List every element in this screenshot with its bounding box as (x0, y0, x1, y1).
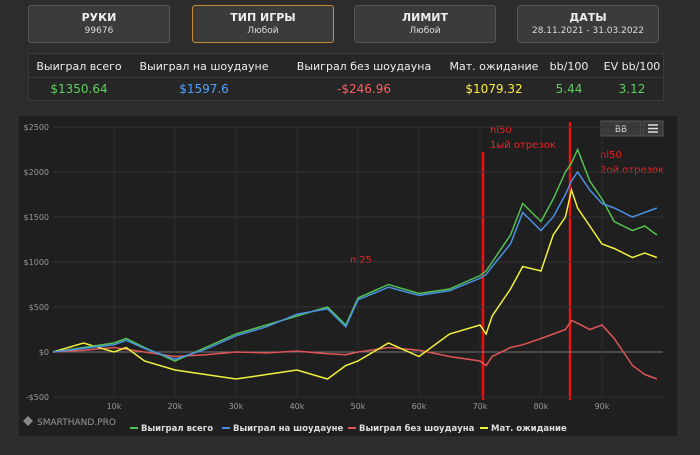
button-title: ДАТЫ (569, 11, 607, 24)
button-title: ЛИМИТ (402, 11, 448, 24)
button-value: 99676 (84, 26, 114, 36)
stat-header: Выиграл на шоудауне (139, 60, 269, 73)
stat-value: $1597.6 (179, 82, 229, 96)
x-tick-label: 40k (290, 402, 305, 411)
stat-header: bb/100 (549, 60, 589, 73)
y-tick-label: $1500 (24, 213, 49, 222)
x-tick-label: 90k (595, 402, 610, 411)
annotation: 2ой отрезок (600, 165, 664, 176)
chart-panel (17, 114, 679, 438)
legend-label: Выиграл без шоудауна (359, 423, 475, 434)
button-title: ТИП ИГРЫ (230, 11, 296, 24)
bb-button[interactable] (600, 120, 642, 137)
button-title: РУКИ (81, 11, 117, 24)
x-tick-label: 20k (168, 402, 183, 411)
stat-header: EV bb/100 (603, 60, 661, 73)
y-tick-label: $2000 (24, 168, 49, 177)
filter-buttons: РУКИ 99676 ТИП ИГРЫ Любой ЛИМИТ Любой ДАТЫ 2… (28, 5, 664, 45)
x-tick-label: 70k (473, 402, 488, 411)
stat-header: Выиграл всего (36, 60, 122, 73)
legend-label: Мат. ожидание (491, 424, 567, 434)
stat-value: -$246.96 (337, 82, 391, 96)
stat-value: $1079.32 (465, 82, 523, 96)
stat-value: 5.44 (555, 82, 583, 96)
y-tick-label: $0 (39, 348, 49, 357)
x-tick-label: 10k (107, 402, 122, 411)
x-tick-label: 60k (412, 402, 427, 411)
game-type-button[interactable]: ТИП ИГРЫ Любой (192, 5, 334, 43)
x-tick-label: 80k (534, 402, 549, 411)
x-tick-label: 30k (229, 402, 244, 411)
annotation: nl50 (600, 150, 622, 161)
limit-button[interactable]: ЛИМИТ Любой (354, 5, 496, 43)
annotation: nl25 (350, 255, 372, 266)
y-tick-label: $2500 (24, 123, 49, 132)
button-value: 28.11.2021 - 31.03.2022 (531, 26, 645, 36)
series-line (52, 319, 658, 380)
y-tick-label: -$500 (26, 393, 49, 402)
button-value: Любой (247, 26, 279, 36)
y-tick-label: $1000 (24, 258, 49, 267)
stat-header: Выиграл без шоудауна (296, 60, 432, 73)
stats-table: Выиграл всего $1350.64 Выиграл на шоудауне… (28, 53, 664, 101)
logo: SMARTHAND.PRO (37, 418, 116, 428)
bb-button-label: BB (615, 125, 627, 135)
x-tick-label: 50k (351, 402, 366, 411)
legend-label: Выиграл всего (141, 424, 213, 434)
series-line (52, 147, 658, 362)
series-line (52, 187, 658, 380)
button-value: Любой (409, 26, 441, 36)
stat-value: $1350.64 (50, 82, 108, 96)
menu-icon (648, 124, 658, 133)
y-tick-label: $500 (29, 303, 49, 312)
stat-header: Мат. ожидание (449, 60, 539, 73)
stat-value: 3.12 (618, 82, 646, 96)
series-line (52, 170, 658, 360)
annotation: 1ый отрезок (490, 140, 556, 151)
hands-button[interactable]: РУКИ 99676 (28, 5, 170, 43)
legend-label: Выиграл на шоудауне (233, 424, 344, 434)
separator (29, 77, 663, 78)
logo-icon (23, 416, 33, 426)
annotation: nl50 (490, 125, 512, 136)
dates-button[interactable]: ДАТЫ 28.11.2021 - 31.03.2022 (517, 5, 659, 43)
